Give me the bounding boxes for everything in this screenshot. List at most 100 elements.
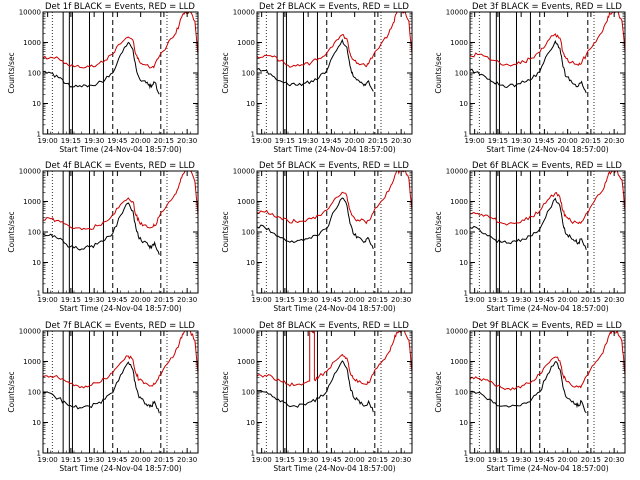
x-tick-label: 19:00 [252, 456, 272, 464]
chart-panel-3: Det 3f BLACK = Events, RED = LLD 1 10 100 10… [434, 2, 626, 154]
x-tick-label: 19:30 [84, 456, 104, 464]
x-tick-label: 20:15 [368, 137, 388, 145]
x-axis-label: Start Time (24-Nov-04 18:57:00) [273, 145, 395, 154]
chart-panel-9: Det 9f BLACK = Events, RED = LLD 1 10 100 10… [434, 321, 626, 473]
x-tick-label: 19:45 [534, 137, 554, 145]
x-tick-label: 20:00 [558, 137, 578, 145]
chart-title: Det 1f BLACK = Events, RED = LLD [45, 2, 195, 12]
lld-series-line [257, 12, 412, 68]
chart-title: Det 3f BLACK = Events, RED = LLD [472, 2, 622, 12]
lld-series-line [470, 12, 625, 67]
x-axis-label: Start Time (24-Nov-04 18:57:00) [59, 464, 181, 473]
events-series-line [43, 202, 160, 255]
y-tick-label: 10 [32, 419, 41, 427]
x-axis-label: Start Time (24-Nov-04 18:57:00) [59, 145, 181, 154]
x-tick-label: 20:30 [177, 296, 197, 304]
y-tick-label: 10000 [19, 328, 41, 336]
x-tick-label: 19:45 [321, 456, 341, 464]
chart-title: Det 6f BLACK = Events, RED = LLD [472, 161, 622, 171]
y-tick-label: 100 [455, 389, 468, 397]
lld-series-line [43, 12, 198, 69]
chart-title: Det 5f BLACK = Events, RED = LLD [259, 161, 409, 171]
y-tick-label: 10 [246, 419, 255, 427]
y-axis-label: Counts/sec [7, 211, 16, 252]
x-tick-label: 19:00 [252, 296, 272, 304]
y-tick-label: 1000 [23, 358, 41, 366]
x-axis-label: Start Time (24-Nov-04 18:57:00) [486, 145, 608, 154]
plot-area [470, 331, 625, 453]
x-tick-label: 19:30 [511, 456, 531, 464]
y-tick-label: 10 [459, 419, 468, 427]
x-tick-label: 20:00 [131, 137, 151, 145]
chart-title: Det 8f BLACK = Events, RED = LLD [259, 321, 409, 331]
lld-series-line [43, 171, 198, 231]
y-axis-label: Counts/sec [221, 52, 230, 93]
x-tick-label: 20:15 [154, 296, 174, 304]
x-tick-label: 20:30 [391, 456, 411, 464]
x-tick-label: 19:30 [298, 137, 318, 145]
chart-panel-5: Det 5f BLACK = Events, RED = LLD 1 10 100 10… [221, 161, 413, 313]
x-tick-label: 19:00 [465, 456, 485, 464]
events-series-line [470, 361, 587, 414]
y-tick-label: 1000 [237, 198, 255, 206]
y-tick-label: 1000 [237, 39, 255, 47]
plot-area [257, 331, 412, 453]
y-tick-label: 10 [32, 100, 41, 108]
chart-title: Det 4f BLACK = Events, RED = LLD [45, 161, 195, 171]
x-tick-label: 19:15 [275, 456, 295, 464]
x-tick-label: 20:00 [345, 456, 365, 464]
x-tick-label: 19:30 [298, 456, 318, 464]
x-tick-label: 20:15 [154, 137, 174, 145]
y-tick-label: 1 [37, 290, 41, 298]
chart-panel-2: Det 2f BLACK = Events, RED = LLD 1 10 100 10… [221, 2, 413, 154]
plot-area [43, 171, 198, 293]
x-tick-label: 19:45 [107, 296, 127, 304]
y-tick-label: 10000 [446, 328, 468, 336]
y-tick-label: 1 [251, 290, 255, 298]
y-tick-label: 1 [251, 131, 255, 139]
y-tick-label: 100 [242, 70, 255, 78]
chart-panel-7: Det 7f BLACK = Events, RED = LLD 1 10 100 10… [7, 321, 199, 473]
y-tick-label: 1000 [237, 358, 255, 366]
y-axis-label: Counts/sec [7, 371, 16, 412]
plot-frame [256, 170, 413, 294]
chart-panel-6: Det 6f BLACK = Events, RED = LLD 1 10 100 10… [434, 161, 626, 313]
x-tick-label: 20:00 [131, 456, 151, 464]
x-tick-label: 19:15 [275, 137, 295, 145]
x-axis-label: Start Time (24-Nov-04 18:57:00) [486, 464, 608, 473]
y-tick-label: 100 [28, 389, 41, 397]
plot-area [43, 12, 198, 134]
y-axis-label: Counts/sec [7, 52, 16, 93]
y-tick-label: 10000 [19, 9, 41, 17]
chart-title: Det 7f BLACK = Events, RED = LLD [45, 321, 195, 331]
y-tick-label: 1000 [450, 39, 468, 47]
x-tick-label: 20:00 [345, 137, 365, 145]
x-tick-label: 20:30 [177, 456, 197, 464]
x-tick-label: 19:30 [511, 296, 531, 304]
y-axis-label: Counts/sec [221, 211, 230, 252]
y-tick-label: 1 [37, 131, 41, 139]
plot-frame [469, 11, 626, 135]
y-tick-label: 10000 [233, 9, 255, 17]
x-tick-label: 19:30 [84, 296, 104, 304]
y-tick-label: 1000 [23, 39, 41, 47]
y-tick-label: 100 [28, 229, 41, 237]
y-tick-label: 10 [32, 259, 41, 267]
x-axis-label: Start Time (24-Nov-04 18:57:00) [486, 304, 608, 313]
x-tick-label: 20:30 [177, 137, 197, 145]
x-tick-label: 19:45 [107, 137, 127, 145]
x-tick-label: 19:15 [488, 296, 508, 304]
plot-area [470, 12, 625, 134]
plot-frame [42, 330, 199, 454]
plot-area [43, 331, 198, 453]
chart-title: Det 2f BLACK = Events, RED = LLD [259, 2, 409, 12]
x-tick-label: 20:00 [558, 456, 578, 464]
chart-panel-4: Det 4f BLACK = Events, RED = LLD 1 10 100 10… [7, 161, 199, 313]
plot-frame [256, 11, 413, 135]
x-axis-label: Start Time (24-Nov-04 18:57:00) [273, 304, 395, 313]
x-tick-label: 19:00 [465, 296, 485, 304]
y-tick-label: 10 [246, 100, 255, 108]
x-tick-label: 20:00 [558, 296, 578, 304]
y-tick-label: 10000 [446, 9, 468, 17]
